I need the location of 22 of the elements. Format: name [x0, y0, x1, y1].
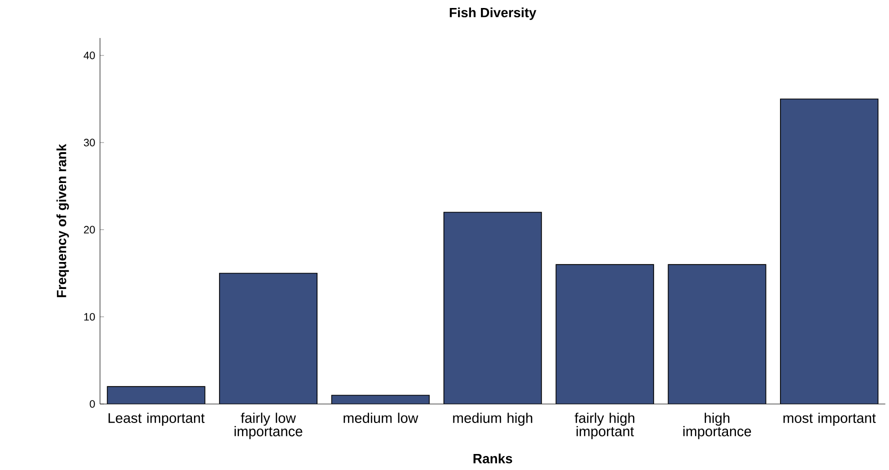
bar — [219, 272, 318, 404]
x-tick-label: medium high — [453, 412, 532, 426]
bar — [106, 386, 206, 404]
y-tick-label: 20 — [84, 226, 95, 234]
x-tick-label: Least important — [108, 412, 205, 426]
bar — [780, 98, 878, 404]
x-tick-label: medium low — [344, 412, 418, 423]
y-tick-label: 10 — [84, 313, 95, 321]
x-axis-title: Ranks — [474, 454, 512, 464]
x-tick-label: high importance — [683, 412, 752, 440]
chart-title: Fish Diversity — [450, 8, 536, 20]
bar — [556, 264, 654, 404]
x-tick-label: most important — [783, 412, 876, 426]
bar — [443, 212, 542, 404]
y-tick-label: 30 — [84, 138, 95, 146]
y-tick-label: 40 — [84, 52, 95, 60]
x-tick-label: fairly low importance — [234, 412, 302, 440]
y-axis-title: Frequency of given rank — [56, 144, 69, 298]
x-tick-label: fairly high important — [574, 412, 634, 440]
bar — [332, 395, 430, 404]
bar — [668, 264, 766, 404]
y-tick-label: 0 — [90, 400, 95, 408]
